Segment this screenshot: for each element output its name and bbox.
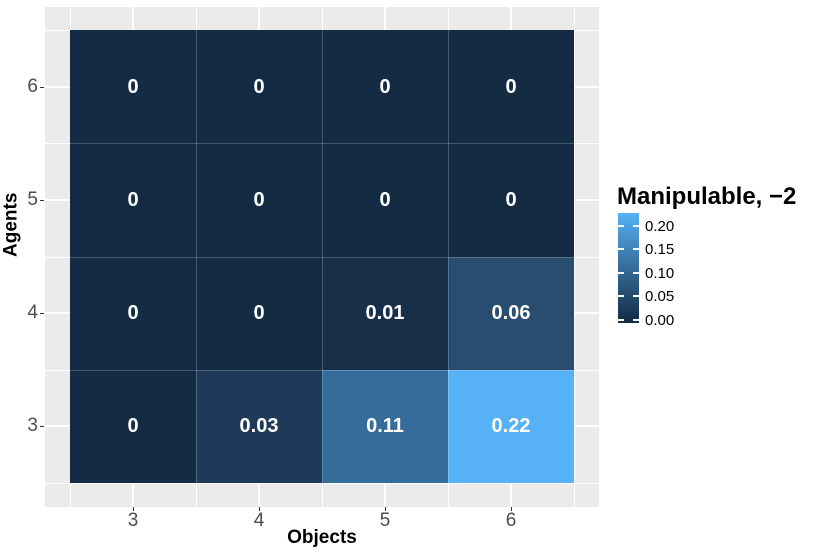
legend-tick-mark bbox=[618, 318, 624, 321]
heatmap-cell: 0 bbox=[196, 143, 322, 257]
legend-tick-mark bbox=[618, 224, 624, 227]
legend-tick-mark bbox=[633, 271, 639, 274]
heatmap-cell: 0 bbox=[196, 30, 322, 144]
heatmap-cell: 0.03 bbox=[196, 369, 322, 483]
heatmap-cell: 0.11 bbox=[322, 369, 448, 483]
legend-tick-mark bbox=[633, 224, 639, 227]
x-axis-tick-label: 6 bbox=[505, 510, 517, 531]
heatmap-cell: 0 bbox=[70, 369, 196, 483]
legend-tick-label: 0.20 bbox=[645, 217, 675, 235]
x-axis-tick-label: 4 bbox=[253, 510, 265, 531]
legend-tick-label: 0.10 bbox=[645, 264, 675, 282]
x-tick-mark bbox=[385, 507, 386, 511]
y-axis-tick-label: 5 bbox=[27, 189, 38, 210]
x-tick-mark bbox=[133, 507, 134, 511]
legend-tick-mark bbox=[633, 295, 639, 297]
cell-value-label: 0 bbox=[127, 188, 139, 211]
heatmap-cell: 0 bbox=[448, 30, 574, 144]
y-axis-tick-label: 4 bbox=[27, 302, 38, 323]
legend-tick-mark bbox=[618, 295, 624, 297]
cell-value-label: 0 bbox=[127, 75, 139, 98]
tile-seam bbox=[70, 369, 574, 371]
x-axis-tick-label: 5 bbox=[379, 510, 391, 531]
cell-value-label: 0 bbox=[127, 415, 139, 438]
legend-tick-label: 0.05 bbox=[645, 288, 675, 305]
x-axis-tick-label: 3 bbox=[127, 510, 139, 531]
cell-value-label: 0 bbox=[253, 302, 265, 325]
legend-tick-mark bbox=[618, 271, 624, 274]
cell-value-label: 0.06 bbox=[491, 302, 531, 325]
legend-tick-mark bbox=[633, 248, 639, 250]
y-tick-mark bbox=[40, 87, 44, 88]
heatmap-cell: 0 bbox=[70, 30, 196, 144]
tile-seam bbox=[196, 30, 197, 483]
y-axis-tick-label: 6 bbox=[27, 76, 38, 97]
cell-value-label: 0 bbox=[505, 188, 517, 211]
x-tick-mark bbox=[511, 507, 512, 511]
cell-value-label: 0 bbox=[505, 75, 517, 98]
legend-tick-mark bbox=[633, 318, 639, 321]
cell-value-label: 0.11 bbox=[366, 415, 404, 438]
heatmap-cell: 0 bbox=[70, 143, 196, 257]
legend-tick-label: 0.15 bbox=[645, 241, 675, 258]
y-tick-mark bbox=[40, 426, 44, 427]
cell-value-label: 0 bbox=[379, 188, 391, 211]
cell-value-label: 0 bbox=[127, 302, 139, 325]
heatmap-cell: 0 bbox=[70, 256, 196, 370]
plot-panel: 0 0 0 0 0 0 0 0 0 0 0.01 0.06 0 0.03 0.11 0.22 bbox=[45, 7, 599, 507]
cell-value-label: 0.01 bbox=[365, 302, 405, 325]
legend: Manipulable, −2 0.20 0.15 0.10 0.05 0.00 bbox=[617, 183, 827, 328]
gridline bbox=[45, 483, 599, 484]
y-axis-tick-label: 3 bbox=[27, 415, 38, 436]
legend-tick-label: 0.00 bbox=[645, 311, 675, 329]
cell-value-label: 0.22 bbox=[491, 415, 531, 438]
tile-seam bbox=[322, 30, 323, 483]
heatmap-cell: 0.22 bbox=[448, 369, 574, 483]
heatmap-cell: 0 bbox=[448, 143, 574, 257]
heatmap-cell: 0.06 bbox=[448, 256, 574, 370]
heatmap-cell: 0 bbox=[322, 30, 448, 144]
y-axis-title: Agents bbox=[0, 192, 22, 257]
cell-value-label: 0 bbox=[379, 75, 391, 98]
y-tick-mark bbox=[40, 313, 44, 314]
x-axis-title: Objects bbox=[287, 527, 357, 548]
tile-seam bbox=[70, 256, 574, 258]
legend-title: Manipulable, −2 bbox=[617, 183, 797, 210]
legend-tick-mark bbox=[618, 248, 624, 250]
cell-value-label: 0 bbox=[253, 75, 265, 98]
cell-value-label: 0.03 bbox=[239, 415, 279, 438]
legend-colorbar bbox=[618, 213, 639, 323]
tile-seam bbox=[448, 30, 449, 483]
cell-value-label: 0 bbox=[253, 188, 265, 211]
y-tick-mark bbox=[40, 200, 44, 201]
tile-seam bbox=[70, 143, 574, 145]
heatmap-cell: 0.01 bbox=[322, 256, 448, 370]
heatmap-cell: 0 bbox=[322, 143, 448, 257]
x-tick-mark bbox=[259, 507, 260, 511]
heatmap-cell: 0 bbox=[196, 256, 322, 370]
